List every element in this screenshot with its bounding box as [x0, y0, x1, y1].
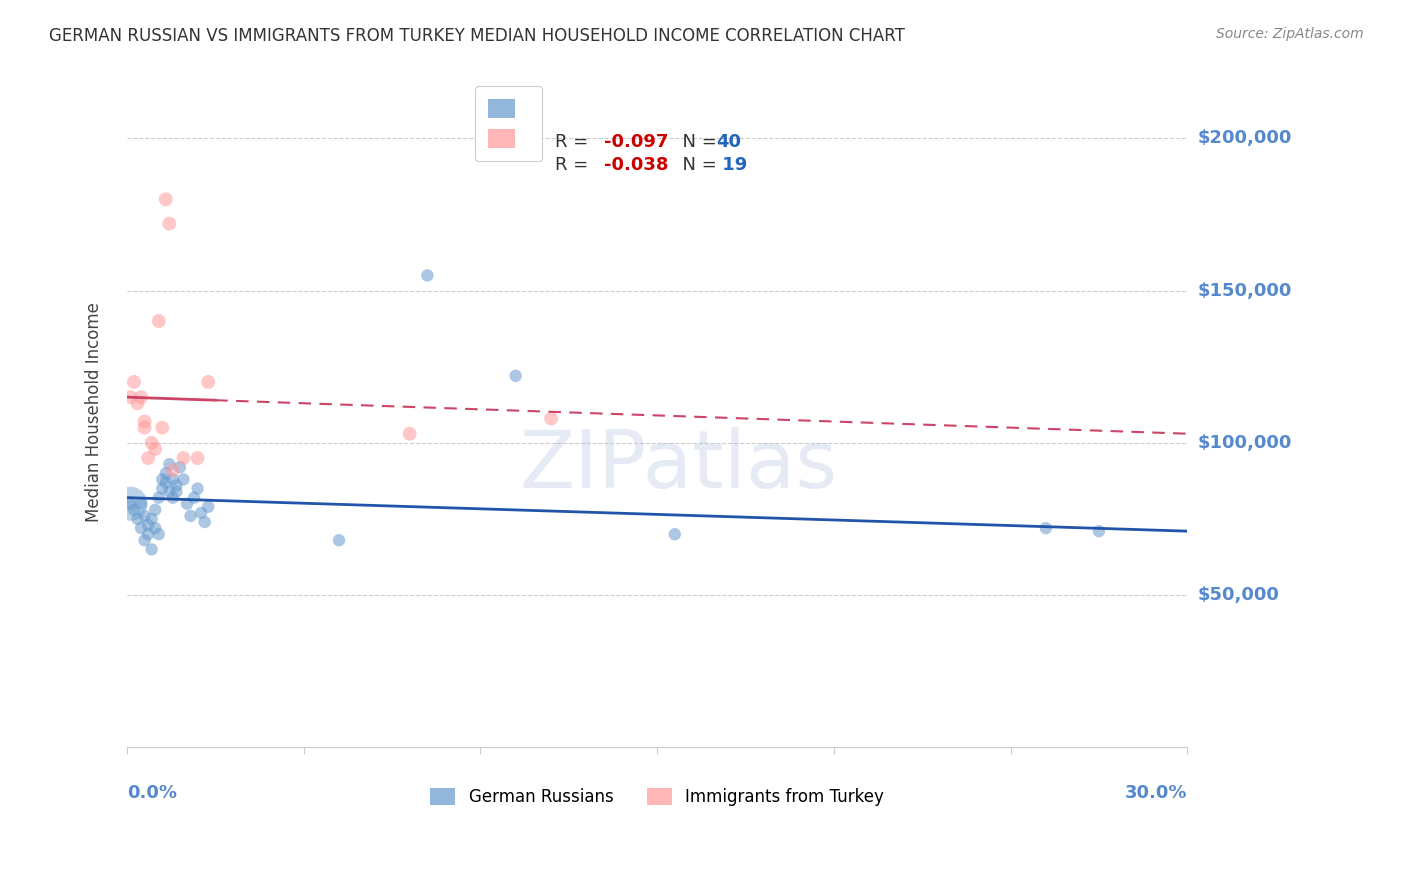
Point — [187, 482, 209, 496]
Point — [122, 375, 145, 389]
Point — [148, 491, 170, 505]
Text: 30.0%: 30.0% — [1125, 784, 1187, 802]
Point — [129, 521, 152, 535]
Point — [134, 508, 156, 523]
Point — [157, 217, 180, 231]
Point — [1088, 524, 1111, 538]
Point — [127, 396, 149, 410]
Point — [134, 420, 156, 434]
Point — [136, 451, 159, 466]
Text: $100,000: $100,000 — [1198, 434, 1292, 452]
Point — [141, 435, 163, 450]
Point — [148, 527, 170, 541]
Point — [505, 368, 527, 383]
Point — [127, 512, 149, 526]
Point — [157, 484, 180, 499]
Point — [197, 500, 219, 514]
Text: 19: 19 — [716, 156, 748, 174]
Point — [540, 411, 562, 425]
Point — [120, 497, 142, 511]
Point — [143, 521, 166, 535]
Point — [129, 497, 152, 511]
Point — [141, 512, 163, 526]
Point — [136, 527, 159, 541]
Point — [664, 527, 686, 541]
Point — [180, 508, 202, 523]
Point — [155, 192, 177, 206]
Point — [157, 457, 180, 471]
Point — [165, 478, 187, 492]
Point — [162, 472, 184, 486]
Point — [143, 503, 166, 517]
Point — [194, 515, 217, 529]
Text: 40: 40 — [716, 133, 741, 152]
Point — [141, 542, 163, 557]
Text: -0.038: -0.038 — [603, 156, 668, 174]
Text: R =: R = — [554, 156, 593, 174]
Text: N =: N = — [671, 156, 723, 174]
Point — [162, 463, 184, 477]
Legend: German Russians, Immigrants from Turkey: German Russians, Immigrants from Turkey — [423, 781, 890, 813]
Text: 0.0%: 0.0% — [127, 784, 177, 802]
Point — [169, 460, 191, 475]
Point — [176, 497, 198, 511]
Point — [328, 533, 350, 548]
Point — [187, 451, 209, 466]
Point — [172, 451, 194, 466]
Text: ZIPatlas: ZIPatlas — [519, 427, 838, 505]
Point — [197, 375, 219, 389]
Point — [129, 390, 152, 404]
Point — [398, 426, 420, 441]
Point — [155, 475, 177, 490]
Point — [120, 390, 142, 404]
Point — [1035, 521, 1057, 535]
Point — [150, 420, 173, 434]
Point — [143, 442, 166, 456]
Point — [148, 314, 170, 328]
Point — [190, 506, 212, 520]
Point — [134, 415, 156, 429]
Text: GERMAN RUSSIAN VS IMMIGRANTS FROM TURKEY MEDIAN HOUSEHOLD INCOME CORRELATION CHA: GERMAN RUSSIAN VS IMMIGRANTS FROM TURKEY… — [49, 27, 905, 45]
Text: $150,000: $150,000 — [1198, 282, 1292, 300]
Point — [172, 472, 194, 486]
Point — [416, 268, 439, 283]
Y-axis label: Median Household Income: Median Household Income — [86, 302, 103, 523]
Text: $50,000: $50,000 — [1198, 586, 1279, 604]
Text: -0.097: -0.097 — [603, 133, 668, 152]
Point — [165, 484, 187, 499]
Text: Source: ZipAtlas.com: Source: ZipAtlas.com — [1216, 27, 1364, 41]
Text: N =: N = — [671, 133, 723, 152]
Point — [120, 497, 142, 511]
Point — [122, 503, 145, 517]
Point — [155, 467, 177, 481]
Point — [162, 491, 184, 505]
Point — [183, 491, 205, 505]
Text: R =: R = — [554, 133, 593, 152]
Point — [150, 472, 173, 486]
Point — [134, 533, 156, 548]
Point — [136, 518, 159, 533]
Text: $200,000: $200,000 — [1198, 129, 1292, 147]
Point — [150, 482, 173, 496]
